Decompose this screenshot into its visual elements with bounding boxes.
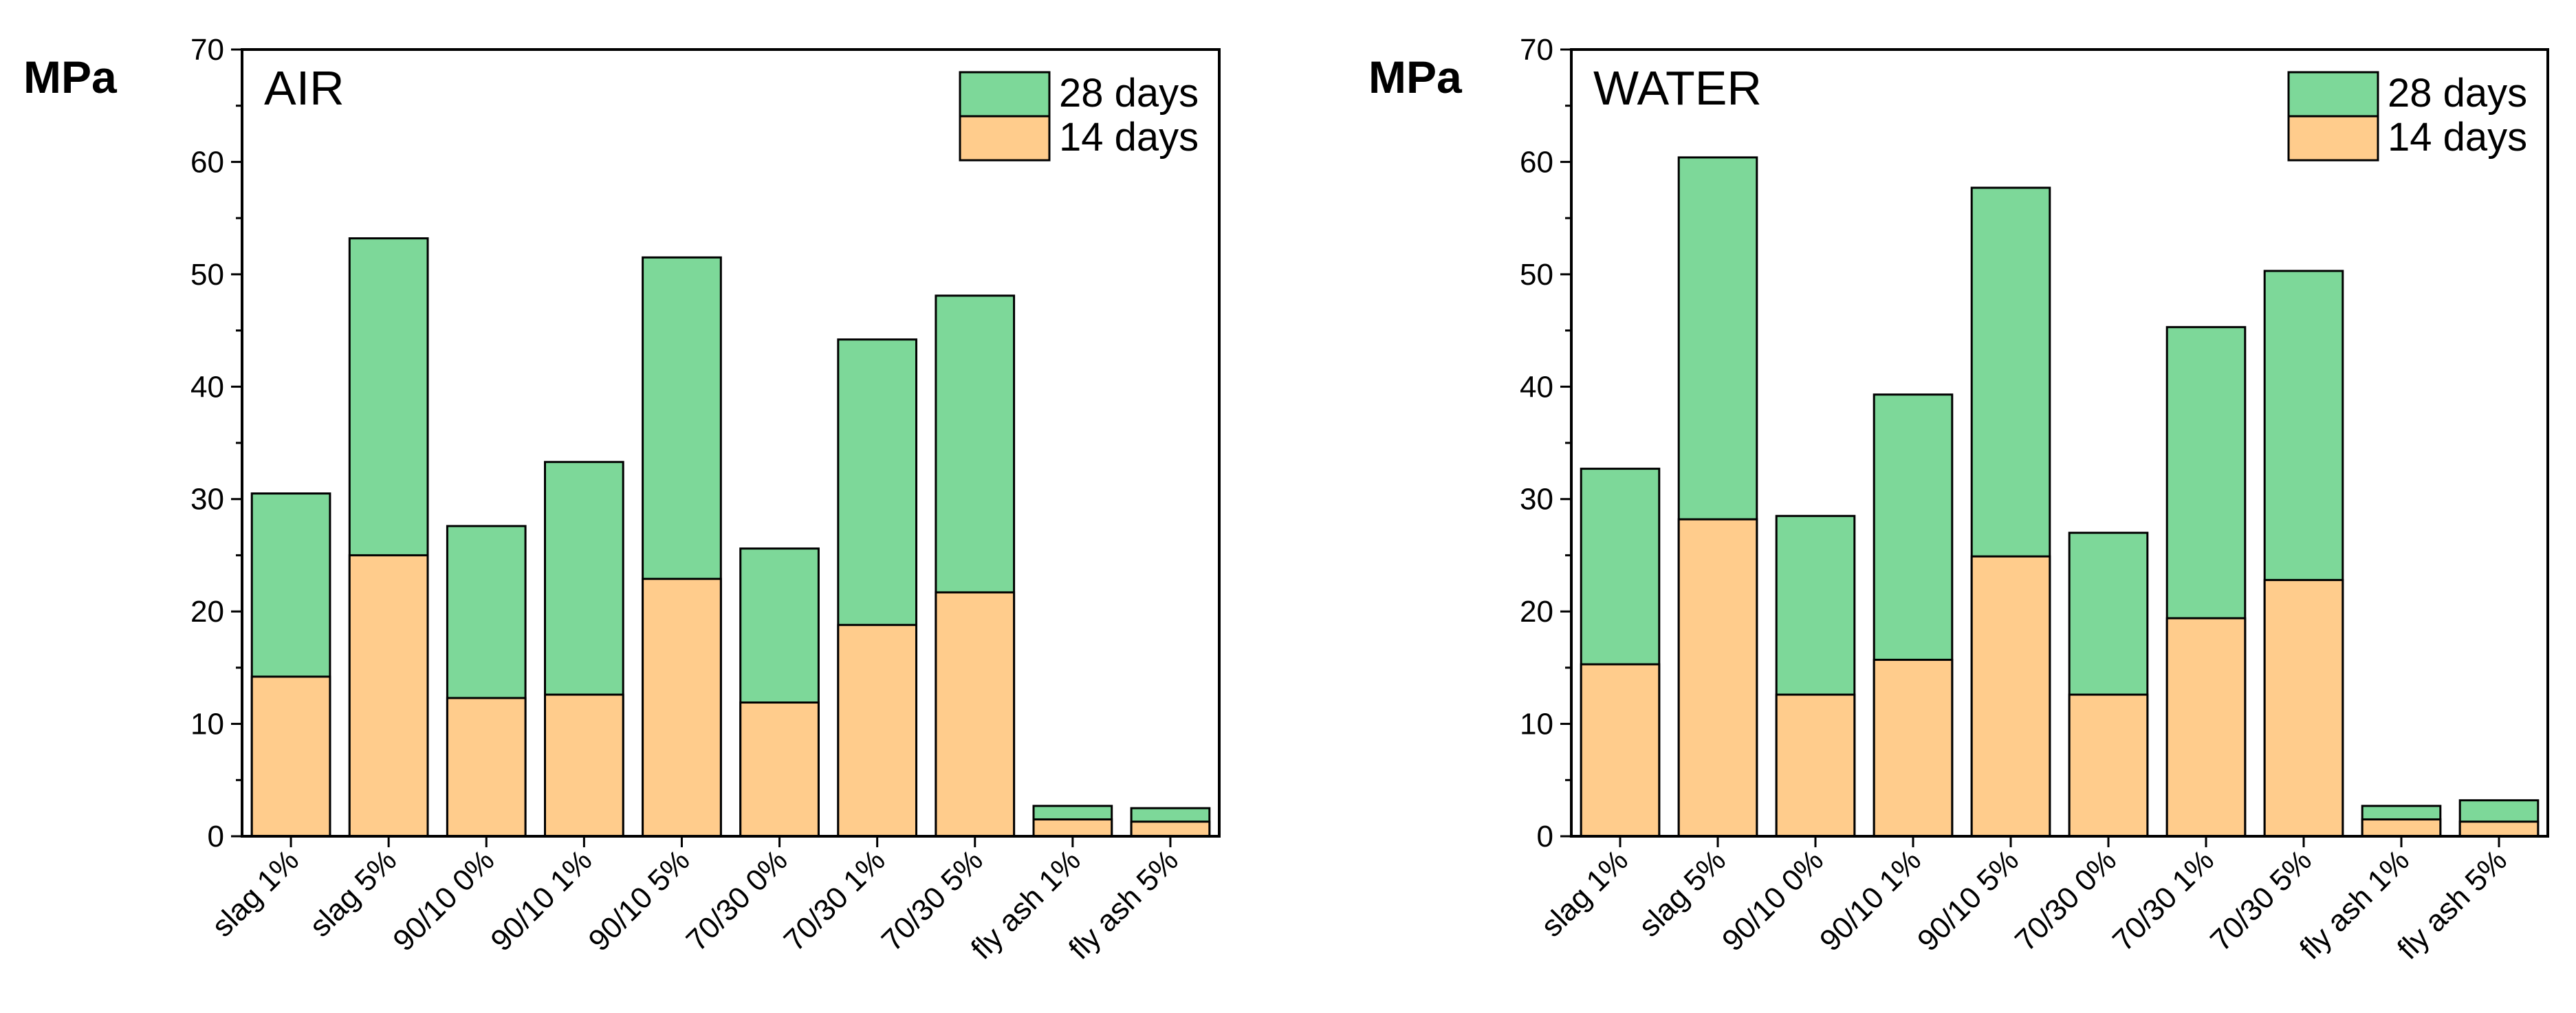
legend-swatch-14-days <box>959 115 1051 162</box>
bar-14-days <box>2263 578 2344 838</box>
y-tick-label: 70 <box>190 33 224 67</box>
legend-swatch-28-days <box>959 71 1051 118</box>
x-category-label: 90/10 0% <box>1716 843 1830 957</box>
x-category-label: slag 5% <box>1633 843 1732 943</box>
y-tick-label: 50 <box>190 258 224 292</box>
y-tick-label: 0 <box>1537 820 1553 853</box>
x-category-label: 70/30 0% <box>2009 843 2123 957</box>
x-category-label: 70/30 1% <box>778 843 892 957</box>
bar-14-days <box>544 693 624 838</box>
bar-14-days <box>1130 820 1211 838</box>
y-tick-label: 50 <box>1520 258 1553 292</box>
legend-label-14-days: 14 days <box>2388 115 2527 160</box>
y-tick-label: 60 <box>190 145 224 179</box>
chart-panel-air: MPa 0 10 20 30 40 50 60 70 slag 1%slag 5%90/10 0%… <box>23 33 1221 966</box>
bar-14-days <box>250 675 331 838</box>
bar-14-days <box>935 591 1016 838</box>
bar-14-days <box>2068 693 2149 838</box>
bar-14-days <box>446 697 527 838</box>
y-tick-label: 0 <box>208 820 224 853</box>
chart-panel-water: MPa 0 10 20 30 40 50 60 70 slag 1%slag 5%90/10 0%… <box>1368 33 2549 966</box>
bar-14-days <box>2458 820 2540 838</box>
bar-14-days <box>348 554 429 838</box>
y-unit-label: MPa <box>1368 52 1463 102</box>
y-tick-label: 20 <box>1520 595 1553 629</box>
bar-14-days <box>1677 518 1758 838</box>
y-tick-label: 10 <box>1520 708 1553 741</box>
legend-label-28-days: 28 days <box>1059 71 1199 116</box>
bar-14-days <box>2361 818 2442 838</box>
legend-swatch-14-days <box>2287 115 2379 162</box>
x-category-label: 70/30 0% <box>679 843 794 957</box>
x-category-label: slag 1% <box>206 843 305 943</box>
legend-label-14-days: 14 days <box>1059 115 1199 160</box>
panel-title: AIR <box>264 61 345 115</box>
bar-14-days <box>2165 617 2247 838</box>
bar-14-days <box>837 624 917 838</box>
bar-14-days <box>1873 658 1954 838</box>
x-category-label: 70/30 1% <box>2106 843 2220 957</box>
x-category-label: 90/10 1% <box>1813 843 1928 957</box>
y-unit-label: MPa <box>23 52 118 102</box>
y-tick-label: 30 <box>190 483 224 516</box>
y-tick-label: 60 <box>1520 145 1553 179</box>
bar-14-days <box>1775 693 1856 838</box>
bar-14-days <box>1580 663 1661 838</box>
x-category-label: 90/10 1% <box>484 843 598 957</box>
legend-label-28-days: 28 days <box>2388 71 2527 116</box>
x-category-label: 90/10 0% <box>386 843 501 957</box>
bar-14-days <box>1032 818 1113 838</box>
y-tick-label: 40 <box>190 370 224 404</box>
x-category-label: slag 1% <box>1535 843 1635 943</box>
legend-swatch-28-days <box>2287 71 2379 118</box>
bar-14-days <box>642 578 722 838</box>
x-category-label: 90/10 5% <box>582 843 696 957</box>
y-tick-label: 30 <box>1520 483 1553 516</box>
x-category-label: slag 5% <box>303 843 403 943</box>
bar-14-days <box>739 701 820 838</box>
x-category-label: 90/10 5% <box>1911 843 2025 957</box>
y-tick-label: 40 <box>1520 370 1553 404</box>
bar-14-days <box>1970 555 2051 838</box>
panel-title: WATER <box>1593 61 1762 115</box>
y-tick-label: 70 <box>1520 33 1553 67</box>
y-tick-label: 20 <box>190 595 224 629</box>
y-tick-label: 10 <box>190 708 224 741</box>
